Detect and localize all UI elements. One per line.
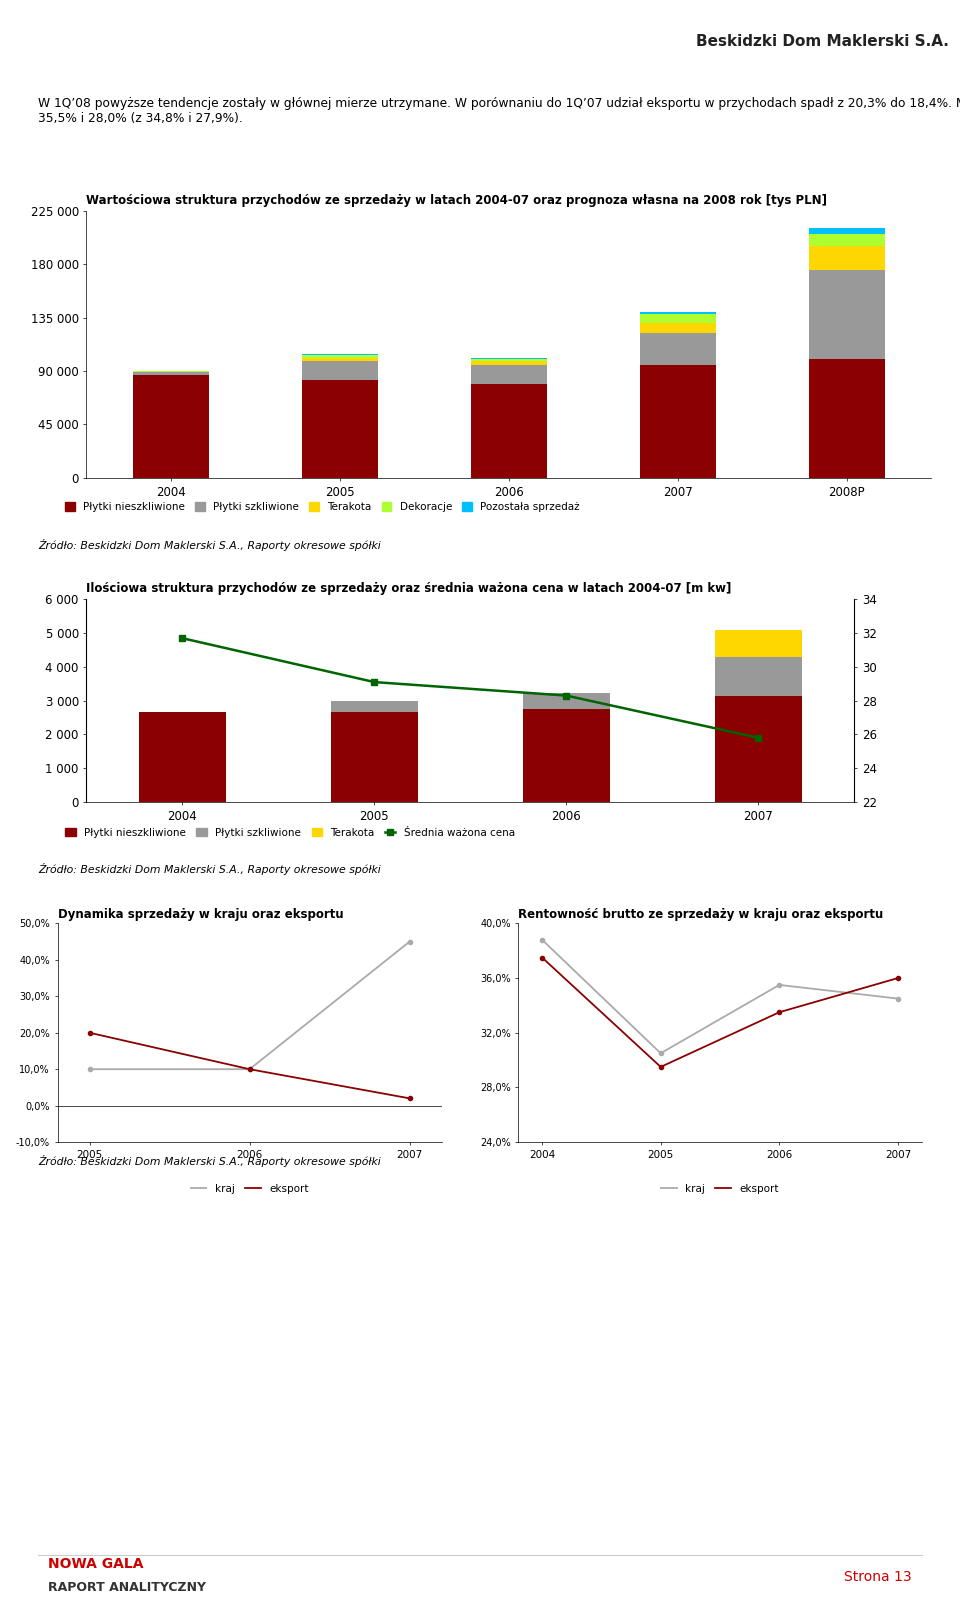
Bar — [132, 374, 209, 478]
Bar — [470, 364, 547, 384]
Bar — [470, 358, 547, 361]
Bar — [470, 361, 547, 364]
Bar — [808, 360, 885, 478]
Bar — [639, 334, 716, 364]
Bar — [639, 324, 716, 334]
Text: Rentowność brutto ze sprzedaży w kraju oraz eksportu: Rentowność brutto ze sprzedaży w kraju o… — [518, 907, 883, 920]
Bar — [715, 656, 802, 695]
Legend: Płytki nieszkliwione, Płytki szkliwione, Terakota, Średnia ważona cena: Płytki nieszkliwione, Płytki szkliwione,… — [61, 823, 519, 842]
Bar — [139, 713, 226, 802]
Bar — [639, 314, 716, 324]
Bar — [715, 630, 802, 656]
Bar — [639, 311, 716, 314]
Text: Źródło: Beskidzki Dom Maklerski S.A., Raporty okresowe spółki: Źródło: Beskidzki Dom Maklerski S.A., Ra… — [38, 863, 381, 875]
Text: Strona 13: Strona 13 — [845, 1570, 912, 1584]
Text: W 1Q’08 powyższe tendencje zostały w głównej mierze utrzymane. W porównaniu do 1: W 1Q’08 powyższe tendencje zostały w głó… — [38, 97, 960, 125]
Bar — [301, 381, 378, 478]
Text: Ilościowa struktura przychodów ze sprzedaży oraz średnia ważona cena w latach 20: Ilościowa struktura przychodów ze sprzed… — [86, 583, 732, 596]
Bar — [715, 695, 802, 802]
Bar — [639, 364, 716, 478]
Text: RAPORT ANALITYCZNY: RAPORT ANALITYCZNY — [48, 1581, 206, 1594]
Bar — [808, 235, 885, 246]
Legend: kraj, eksport: kraj, eksport — [186, 1179, 313, 1199]
Text: Źródło: Beskidzki Dom Maklerski S.A., Raporty okresowe spółki: Źródło: Beskidzki Dom Maklerski S.A., Ra… — [38, 539, 381, 551]
Legend: kraj, eksport: kraj, eksport — [657, 1179, 783, 1199]
Bar — [301, 361, 378, 381]
Bar — [331, 713, 418, 802]
Bar — [331, 700, 418, 713]
Bar — [301, 358, 378, 361]
Legend: Płytki nieszkliwione, Płytki szkliwione, Terakota, Dekoracje, Pozostała sprzedaż: Płytki nieszkliwione, Płytki szkliwione,… — [61, 497, 584, 517]
Bar — [808, 228, 885, 235]
Text: NOWA GALA: NOWA GALA — [48, 1557, 143, 1571]
Bar — [808, 246, 885, 271]
Bar — [470, 384, 547, 478]
Bar — [132, 373, 209, 374]
Bar — [808, 271, 885, 360]
Text: Źródło: Beskidzki Dom Maklerski S.A., Raporty okresowe spółki: Źródło: Beskidzki Dom Maklerski S.A., Ra… — [38, 1155, 381, 1166]
Bar — [523, 693, 610, 710]
Bar — [301, 355, 378, 358]
Text: Beskidzki Dom Maklerski S.A.: Beskidzki Dom Maklerski S.A. — [696, 34, 949, 49]
Text: Wartościowa struktura przychodów ze sprzedaży w latach 2004-07 oraz prognoza wła: Wartościowa struktura przychodów ze sprz… — [86, 194, 828, 207]
Bar — [523, 710, 610, 802]
Text: Dynamika sprzedaży w kraju oraz eksportu: Dynamika sprzedaży w kraju oraz eksportu — [58, 907, 344, 920]
